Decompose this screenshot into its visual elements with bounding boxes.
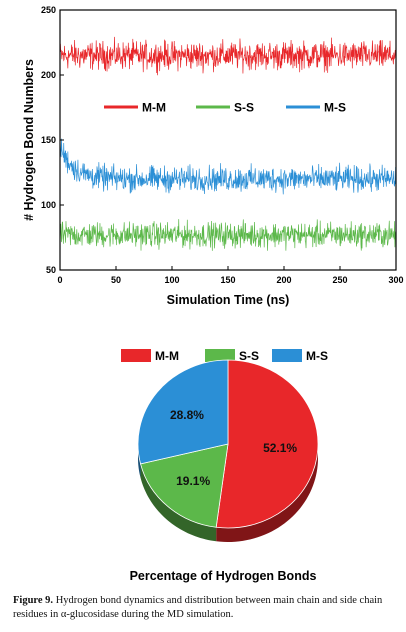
pie-chart: M-M S-S M-S 52.1% 19.1% 28.8% Percentage of … [121,349,328,583]
pie-legend-swatch [121,349,151,362]
x-tick-label: 250 [332,275,347,285]
series-line-m-s [59,138,397,195]
pie-legend-swatch [205,349,235,362]
x-axis-label: Simulation Time (ns) [167,293,290,307]
y-tick-label: 250 [41,5,56,15]
x-tick-label: 100 [164,275,179,285]
x-tick-label: 50 [111,275,121,285]
pie-legend-label: S-S [239,349,259,363]
y-tick-label: 100 [41,200,56,210]
x-tick-label: 0 [57,275,62,285]
line-legend: M-M S-S M-S [104,101,346,115]
pie-slice-s-s [140,443,229,528]
line-series-layer [59,36,397,251]
pie-slice-label: 52.1% [263,441,297,455]
x-axis-ticks: 0 50 100 150 200 250 300 [57,266,404,285]
pie-legend: M-M S-S M-S [121,349,328,363]
series-line-s-s [59,219,397,251]
pie-slices: 52.1% 19.1% 28.8% [137,359,319,542]
caption-text: Hydrogen bond dynamics and distribution … [13,595,383,620]
y-tick-label: 200 [41,70,56,80]
x-tick-label: 300 [388,275,403,285]
y-axis-label: # Hydrogen Bond Numbers [22,59,36,221]
pie-side-m-s [138,444,141,478]
x-tick-label: 200 [276,275,291,285]
pie-legend-label: M-S [306,349,328,363]
y-axis-ticks: 50 100 150 200 250 [41,5,64,275]
legend-label: M-M [142,101,166,115]
pie-slice-m-m [215,359,319,529]
pie-legend-label: M-M [155,349,179,363]
pie-slice-m-s [137,359,229,465]
pie-side-m-m [216,444,318,542]
pie-slice-label: 28.8% [170,408,204,422]
pie-side-s-s [140,463,217,542]
figure-caption: Figure 9. Hydrogen bond dynamics and dis… [13,594,397,622]
y-tick-label: 50 [46,265,56,275]
series-line-m-m [59,36,397,76]
x-tick-label: 150 [220,275,235,285]
pie-legend-swatch [272,349,302,362]
pie-title: Percentage of Hydrogen Bonds [130,569,317,583]
legend-label: M-S [324,101,346,115]
pie-slice-label: 19.1% [176,474,210,488]
legend-label: S-S [234,101,254,115]
y-tick-label: 150 [41,135,56,145]
caption-label: Figure 9. [13,595,54,606]
